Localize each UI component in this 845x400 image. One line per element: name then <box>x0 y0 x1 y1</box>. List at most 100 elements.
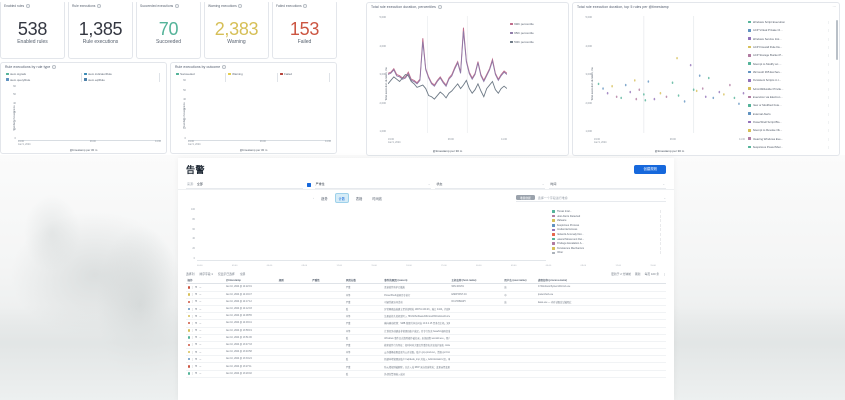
metric-card-succeeded[interactable]: Succeeded executions 70 Succeeded <box>136 0 201 59</box>
row-actions[interactable]: ⋮ ⚑ ⋯ <box>186 348 225 357</box>
row-actions[interactable]: ⋮ ⚑ ⋯ <box>186 305 225 314</box>
table-row[interactable]: ⋮ ⚑ ⋯ Jan 10, 2024 @ 14:08:55 中等 注册表持久化机制写入… <box>186 312 666 321</box>
panel-menu-icon[interactable]: ⋯ <box>832 5 837 9</box>
legend-menu-icon[interactable]: ⋮ <box>827 61 830 66</box>
table-row[interactable]: ⋮ ⚑ ⋯ Jan 10, 2024 @ 13:58:19 中等 计划任务创建由非管理… <box>186 327 666 335</box>
legend-item[interactable]: Host Alerts Detected ⋮ <box>552 215 662 218</box>
row-actions[interactable]: ⋮ ⚑ ⋯ <box>186 355 225 364</box>
toolbar-columns[interactable]: 选择列 <box>186 272 195 276</box>
stack-by-control[interactable]: 堆叠依据 选择一个字段进行堆叠 ⌄ <box>516 194 666 202</box>
legend-item[interactable]: Attempt to Modify an ... ⋮ <box>748 62 830 66</box>
legend-menu-icon[interactable]: ⋮ <box>659 237 662 241</box>
legend-item[interactable]: Persistent Scripts in t... ⋮ <box>748 78 830 82</box>
legend-item[interactable]: External Alerts ⋮ <box>748 112 830 116</box>
legend-item[interactable]: GCP Firewall Rule De... ⋮ <box>748 45 830 49</box>
chart-execution-duration-percentiles[interactable]: Total rule execution duration, percentil… <box>366 2 569 156</box>
legend-item[interactable]: siem.signals <box>6 72 84 76</box>
legend-menu-icon[interactable]: ⋮ <box>827 86 830 91</box>
legend-item[interactable]: PowerShell Script Blo... ⋮ <box>748 120 830 124</box>
legend-menu-icon[interactable]: ⋮ <box>659 251 662 255</box>
chart-legend[interactable]: Windows Script Execution ⋮ GCP Virtual Pri… <box>748 20 834 149</box>
row-actions[interactable]: ⋮ ⚑ ⋯ <box>186 362 225 371</box>
legend-menu-icon[interactable]: ⋮ <box>827 44 830 49</box>
row-actions[interactable]: ⋮ ⚑ ⋯ <box>186 283 225 292</box>
tab-trend[interactable]: 趋势 <box>321 196 328 201</box>
table-column-header[interactable]: 风险分数 <box>344 277 383 285</box>
table-row[interactable]: ⋮ ⚑ ⋯ Jan 10, 2024 @ 13:20:02 低外部告警源接入成功 <box>186 370 666 378</box>
chart-legend[interactable]: siem.signals siem.queryRule siem.indicator… <box>1 69 166 83</box>
tab-timeline[interactable]: 时间线 <box>372 196 382 201</box>
legend-item[interactable]: Threat Intel... ⋮ <box>552 210 662 213</box>
legend-item[interactable]: siem.indicatorRule <box>84 72 162 76</box>
table-row[interactable]: ⋮ ⚑ ⋯ Jan 10, 2024 @ 13:33:24 低新建本地管理员账户 h… <box>186 355 666 364</box>
legend-menu-icon[interactable]: ⋮ <box>659 228 662 232</box>
legend-item[interactable]: Succeeded <box>176 72 228 76</box>
legend-menu-icon[interactable]: ⋮ <box>659 242 662 246</box>
legend-item[interactable]: 50th percentile <box>510 40 564 44</box>
table-column-header[interactable]: 规则 <box>277 277 311 285</box>
row-actions[interactable]: ⋮ ⚑ ⋯ <box>186 327 225 335</box>
row-actions[interactable]: ⋮ ⚑ ⋯ <box>186 312 225 321</box>
legend-item[interactable]: Warning <box>228 72 280 76</box>
legend-menu-icon[interactable]: ⋮ <box>827 128 830 133</box>
metric-card-failed[interactable]: Failed executions 153 Failed <box>272 0 337 59</box>
legend-menu-icon[interactable]: ⋮ <box>827 28 830 33</box>
table-column-header[interactable]: @timestamp <box>224 277 278 285</box>
filter-time[interactable]: 时间 ⌄ <box>549 181 667 189</box>
legend-menu-icon[interactable]: ⋮ <box>659 246 662 250</box>
toolbar-fullscreen[interactable]: 全屏 <box>239 272 246 276</box>
metric-card-rule-executions[interactable]: Rule executions 1,385 Rule executions <box>68 0 133 59</box>
table-column-header[interactable]: 进程名称 (process.name) <box>536 277 666 285</box>
table-row[interactable]: ⋮ ⚑ ⋯ Jan 10, 2024 @ 14:19:47 中等 PowerShell… <box>186 291 666 299</box>
chart-legend[interactable]: 99th percentile 95th percentile 50th perce… <box>510 22 564 44</box>
table-row[interactable]: ⋮ ⚑ ⋯ Jan 10, 2024 @ 13:51:06 低 Windows 事件日… <box>186 334 666 342</box>
info-icon[interactable] <box>52 65 57 69</box>
legend-item[interactable]: Windows Service Inst... ⋮ <box>748 37 830 41</box>
table-column-header[interactable]: 严重性 <box>310 277 345 285</box>
metric-card-enabled-rules[interactable]: Enabled rules 538 Enabled rules <box>0 0 65 59</box>
legend-item[interactable]: Failed <box>280 72 332 76</box>
legend-item[interactable]: Other ⋮ <box>552 251 662 254</box>
table-row[interactable]: ⋮ ⚑ ⋯ Jan 10, 2024 @ 14:03:41 严重 横向移动检测：SMB… <box>186 319 666 328</box>
legend-menu-icon[interactable]: ⋮ <box>827 119 830 124</box>
filter-severity[interactable]: 严重性 ⌄ <box>314 181 432 189</box>
table-row[interactable]: ⋮ ⚑ ⋯ Jan 10, 2024 @ 14:12:03 低异常网络连接建立至外部… <box>186 305 666 314</box>
table-column-header[interactable]: 用户名 (user.name) <box>502 277 537 285</box>
chart-legend[interactable]: Succeeded Warning Failed <box>171 69 336 82</box>
toolbar-refresh[interactable]: 刷新 <box>634 272 641 276</box>
legend-menu-icon[interactable]: ⋮ <box>827 53 830 58</box>
row-actions[interactable]: ⋮ ⚑ ⋯ <box>186 341 225 350</box>
table-row[interactable]: ⋮ ⚑ ⋯ Jan 10, 2024 @ 13:47:33 严重 勒索软件行为特征：短… <box>186 341 666 350</box>
legend-item[interactable]: Microsoft 365 Exchan... ⋮ <box>748 70 830 74</box>
legend-menu-icon[interactable]: ⋮ <box>659 219 662 223</box>
info-icon[interactable] <box>303 3 308 8</box>
legend-menu-icon[interactable]: ⋮ <box>827 94 830 99</box>
legend-menu-icon[interactable]: ⋮ <box>827 111 830 116</box>
legend-menu-icon[interactable]: ⋮ <box>827 103 830 108</box>
toolbar-selected-only[interactable]: 仅显示已选择 <box>217 272 235 276</box>
legend-item[interactable]: Lateral Movement Det... ⋮ <box>552 238 662 241</box>
chevron-down-icon[interactable]: ⌄ <box>427 182 431 186</box>
chart-legend[interactable]: Threat Intel... ⋮ Host Alerts Detected ⋮ Mal… <box>552 210 662 254</box>
legend-menu-icon[interactable]: ⋮ <box>827 144 830 149</box>
chart-rule-executions-by-type[interactable]: Rule executions by rule type siem.signal… <box>0 62 167 154</box>
info-icon[interactable] <box>222 65 227 69</box>
legend-item[interactable]: Execution via Electron... ⋮ <box>748 95 830 99</box>
legend-item[interactable]: siem.queryRule <box>6 78 84 82</box>
chevron-down-icon[interactable]: ⌄ <box>541 182 545 186</box>
legend-menu-icon[interactable]: ⋮ <box>827 36 830 41</box>
legend-item[interactable]: GCP Virtual Private Cl... ⋮ <box>748 28 830 32</box>
legend-item[interactable]: Malware ⋮ <box>552 219 662 222</box>
row-actions[interactable]: ⋮ ⚑ ⋯ <box>186 319 225 328</box>
legend-item[interactable]: Clearing Windows Eve... ⋮ <box>748 137 830 141</box>
legend-item[interactable]: New or Modified Fute... ⋮ <box>748 103 830 107</box>
legend-item[interactable]: GCP Storage Bucket P... ⋮ <box>748 53 830 57</box>
chart-duration-top-rules[interactable]: Total rule execution duration, top 5 rul… <box>572 2 840 156</box>
legend-item[interactable]: Suspicious PowerShel... ⋮ <box>748 145 830 149</box>
table-row[interactable]: ⋮ ⚑ ⋯ Jan 10, 2024 @ 14:22:01 严重 恶意软件防护已触发 W… <box>186 283 666 292</box>
legend-menu-icon[interactable]: ⋮ <box>659 232 662 236</box>
info-icon[interactable] <box>96 3 101 8</box>
legend-item[interactable]: Suspicious Process ⋮ <box>552 224 662 227</box>
legend-item[interactable]: siem.eqlRule <box>84 78 162 82</box>
filter-toggle-icon[interactable] <box>306 182 311 187</box>
